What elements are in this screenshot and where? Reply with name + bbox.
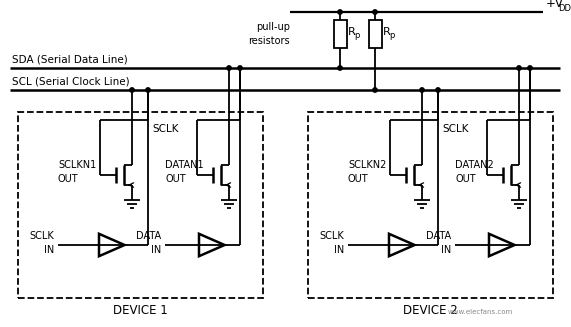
Circle shape xyxy=(238,66,242,70)
Circle shape xyxy=(130,88,134,92)
Text: www.elecfans.com: www.elecfans.com xyxy=(447,309,513,315)
Circle shape xyxy=(436,88,440,92)
Text: R: R xyxy=(348,27,356,37)
Circle shape xyxy=(420,88,424,92)
Text: SCLK: SCLK xyxy=(152,124,179,134)
Circle shape xyxy=(517,66,521,70)
Bar xyxy=(18,112,263,298)
Circle shape xyxy=(528,66,532,70)
Text: R: R xyxy=(383,27,391,37)
Text: DEVICE 2: DEVICE 2 xyxy=(403,303,457,317)
Circle shape xyxy=(338,10,342,14)
Text: SCLKN2
OUT: SCLKN2 OUT xyxy=(348,161,387,183)
Text: SCLK
IN: SCLK IN xyxy=(319,232,344,255)
Circle shape xyxy=(146,88,150,92)
Text: SDA (Serial Data Line): SDA (Serial Data Line) xyxy=(12,55,128,65)
Text: p: p xyxy=(389,31,395,41)
Text: pull-up
resistors: pull-up resistors xyxy=(248,22,290,46)
Circle shape xyxy=(227,66,231,70)
Text: DATA
IN: DATA IN xyxy=(136,232,161,255)
Text: DATAN1
OUT: DATAN1 OUT xyxy=(165,161,204,183)
Bar xyxy=(334,20,347,48)
Bar xyxy=(369,20,382,48)
Text: SCLK
IN: SCLK IN xyxy=(29,232,54,255)
Circle shape xyxy=(373,88,377,92)
Text: SCL (Serial Clock Line): SCL (Serial Clock Line) xyxy=(12,77,130,87)
Text: +V: +V xyxy=(546,0,564,10)
Text: DATAN2
OUT: DATAN2 OUT xyxy=(455,161,494,183)
Text: SCLK: SCLK xyxy=(442,124,468,134)
Text: DEVICE 1: DEVICE 1 xyxy=(112,303,167,317)
Text: DATA
IN: DATA IN xyxy=(426,232,451,255)
Text: p: p xyxy=(354,31,359,41)
Circle shape xyxy=(373,10,377,14)
Text: SCLKN1
OUT: SCLKN1 OUT xyxy=(58,161,96,183)
Text: DD: DD xyxy=(558,4,571,13)
Bar xyxy=(308,112,553,298)
Circle shape xyxy=(338,66,342,70)
